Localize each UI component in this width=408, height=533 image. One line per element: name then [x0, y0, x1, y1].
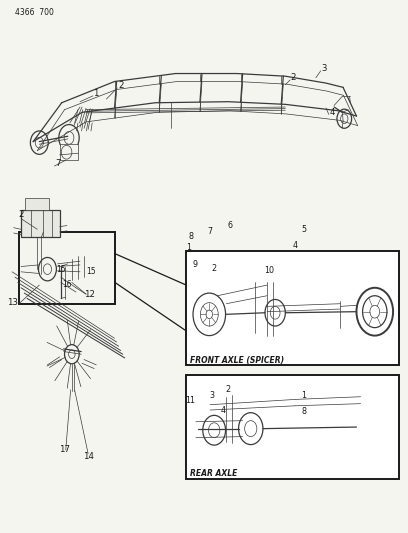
- Text: 14: 14: [82, 452, 93, 461]
- Bar: [25, 198, 49, 209]
- Text: 9: 9: [192, 261, 197, 269]
- Text: 7: 7: [208, 228, 213, 237]
- Text: 8: 8: [188, 232, 193, 241]
- Text: 1: 1: [93, 89, 99, 98]
- Text: 6: 6: [227, 221, 232, 230]
- Text: 2: 2: [18, 211, 24, 220]
- Text: 5: 5: [301, 225, 306, 234]
- Text: 4: 4: [329, 108, 335, 117]
- Text: 13: 13: [7, 297, 18, 306]
- Text: 4: 4: [293, 241, 298, 250]
- Bar: [60, 144, 78, 160]
- Text: 10: 10: [264, 266, 274, 275]
- Text: 4366  700: 4366 700: [15, 8, 54, 17]
- Text: 4: 4: [221, 406, 226, 415]
- Text: 2: 2: [211, 264, 216, 272]
- Text: FRONT AXLE (SPICER): FRONT AXLE (SPICER): [190, 356, 284, 365]
- Bar: [186, 375, 399, 479]
- Text: 15: 15: [86, 268, 96, 276]
- Bar: [21, 209, 60, 237]
- Text: 2: 2: [291, 73, 296, 82]
- Bar: [186, 251, 399, 365]
- Text: 3: 3: [209, 391, 214, 400]
- Text: 1: 1: [186, 243, 191, 252]
- Text: 8: 8: [301, 407, 306, 416]
- Text: 1: 1: [301, 391, 306, 400]
- Text: 12: 12: [84, 289, 95, 298]
- Text: 17: 17: [59, 446, 70, 455]
- Text: 7: 7: [55, 159, 60, 168]
- Text: 16: 16: [62, 279, 71, 288]
- Text: 2: 2: [226, 385, 231, 394]
- Text: 11: 11: [185, 396, 195, 405]
- Text: 2: 2: [118, 81, 123, 90]
- Bar: [19, 232, 115, 304]
- Text: 15: 15: [56, 265, 66, 273]
- Text: 3: 3: [321, 64, 327, 73]
- Text: REAR AXLE: REAR AXLE: [190, 470, 237, 478]
